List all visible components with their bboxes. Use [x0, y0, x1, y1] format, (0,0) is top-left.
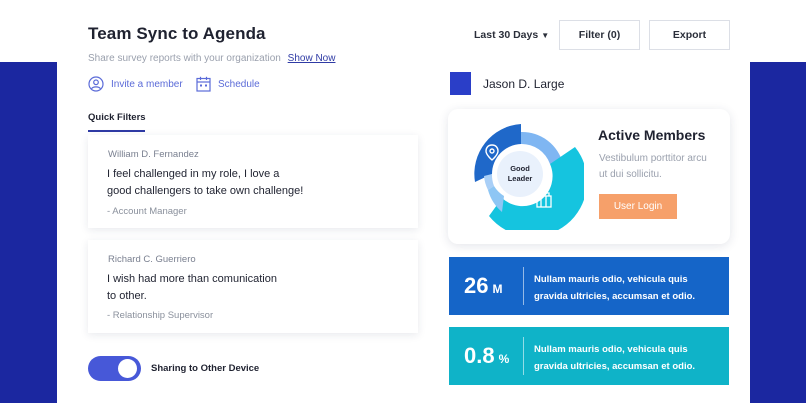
- donut-segment-cyan: [489, 147, 584, 230]
- stat-tile: 0.8% Nullam mauris odio, vehicula quis g…: [449, 327, 729, 385]
- export-button[interactable]: Export: [649, 20, 730, 50]
- sharing-toggle[interactable]: [88, 356, 141, 381]
- center-line: Leader: [507, 174, 533, 183]
- center-line: Good: [510, 164, 530, 173]
- stat-description: Nullam mauris odio, vehicula quis gravid…: [534, 274, 696, 302]
- feedback-quote: I feel challenged in my role, I love a g…: [107, 166, 407, 200]
- feedback-author: Richard C. Guerriero: [108, 254, 196, 265]
- page-title: Team Sync to Agenda: [88, 24, 266, 43]
- feedback-card: Richard C. Guerriero I wish had more tha…: [88, 240, 418, 333]
- invite-member-action[interactable]: Invite a member: [88, 76, 183, 92]
- feedback-role: - Account Manager: [107, 206, 187, 217]
- schedule-action[interactable]: Schedule: [196, 76, 260, 92]
- show-now-link[interactable]: Show Now: [287, 53, 336, 64]
- members-donut-graphic: [474, 124, 584, 230]
- donut-center: [497, 151, 543, 197]
- toggle-knob: [118, 359, 137, 378]
- feedback-quote: I wish had more than comunication to oth…: [107, 271, 407, 305]
- period-label: Last 30 Days: [474, 29, 539, 41]
- stat-unit: %: [498, 352, 510, 366]
- quick-filters-tab[interactable]: Quick Filters: [88, 112, 146, 123]
- donut-center-label: Good Leader: [500, 164, 540, 184]
- feedback-role: - Relationship Supervisor: [107, 310, 214, 321]
- stat-number: 0.8: [464, 343, 495, 368]
- stat-number: 26: [464, 273, 489, 298]
- donut-segment-pale: [484, 174, 494, 190]
- avatar: [450, 72, 471, 95]
- sharing-toggle-label: Sharing to Other Device: [151, 363, 260, 374]
- stat-value: 26 M: [464, 257, 502, 315]
- user-name: Jason D. Large: [483, 77, 565, 91]
- user-circle-icon: [88, 76, 104, 92]
- period-dropdown[interactable]: Last 30 Days ▼: [474, 29, 549, 41]
- quote-line: to other.: [107, 290, 147, 302]
- quote-line: I wish had more than comunication: [107, 273, 277, 285]
- location-pin-icon: [485, 144, 499, 161]
- stat-tile: 26 M Nullam mauris odio, vehicula quis gr…: [449, 257, 729, 315]
- donut-segment-light: [521, 131, 563, 164]
- right-brand-band: [750, 62, 806, 403]
- left-brand-band: [0, 62, 57, 403]
- page-subtitle: Share survey reports with your organizat…: [88, 53, 335, 64]
- stat-description: Nullam mauris odio, vehicula quis gravid…: [534, 344, 696, 372]
- invite-label: Invite a member: [111, 78, 183, 90]
- filter-button[interactable]: Filter (0): [559, 20, 640, 50]
- donut-segment-pale-blue: [488, 186, 504, 212]
- stat-divider: [523, 337, 524, 375]
- subtitle-text: Share survey reports with your organizat…: [88, 53, 281, 64]
- stat-value: 0.8%: [464, 327, 509, 385]
- schedule-label: Schedule: [218, 78, 260, 90]
- building-icon: [536, 192, 552, 208]
- active-tab-indicator: [88, 130, 145, 132]
- stat-divider: [523, 267, 524, 305]
- stat-unit: M: [492, 282, 503, 296]
- feedback-card: William D. Fernandez I feel challenged i…: [88, 135, 418, 228]
- members-title: Active Members: [598, 127, 706, 143]
- feedback-author: William D. Fernandez: [108, 149, 199, 160]
- members-description: Vestibulum porttitor arcu ut dui sollici…: [599, 153, 707, 180]
- quote-line: good challengers to take own challenge!: [107, 185, 304, 197]
- quote-line: I feel challenged in my role, I love a: [107, 168, 280, 180]
- caret-down-icon: ▼: [541, 31, 550, 40]
- user-login-button[interactable]: User Login: [599, 194, 677, 219]
- calendar-icon: [196, 76, 211, 92]
